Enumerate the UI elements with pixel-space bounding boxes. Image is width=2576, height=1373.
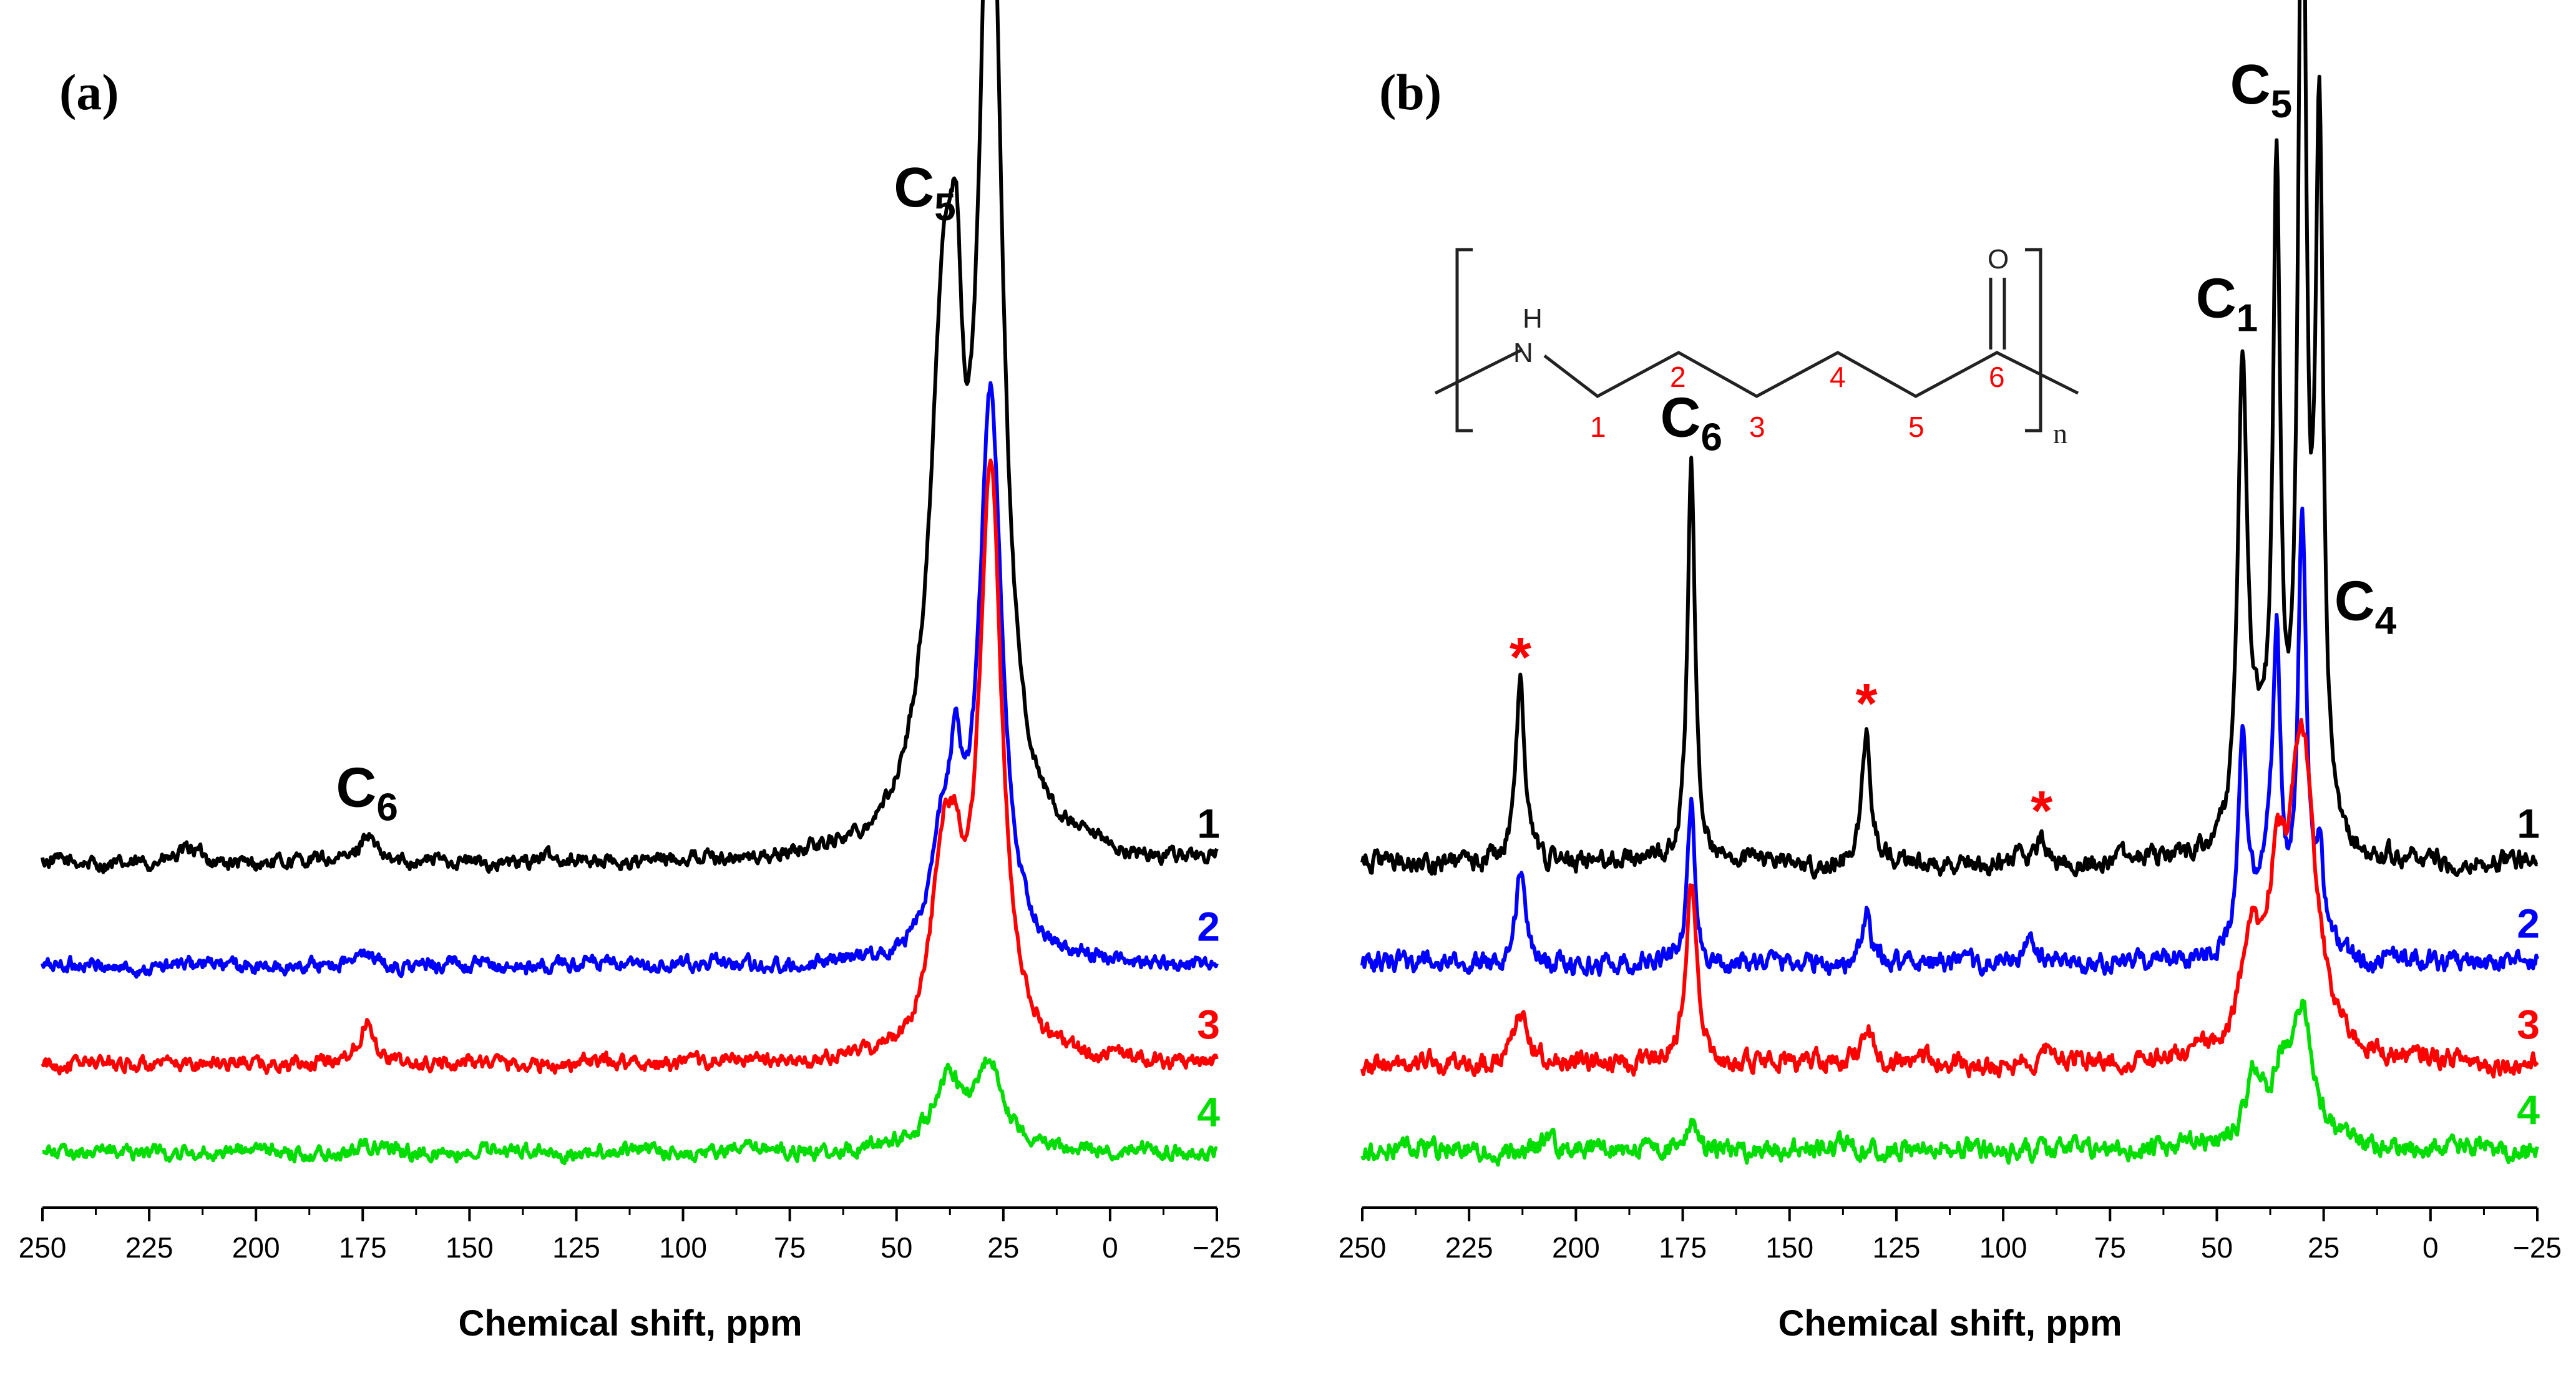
- x-tick-label: 0: [2422, 1231, 2439, 1264]
- x-tick-label: 50: [881, 1231, 912, 1264]
- carbon-number-4: 4: [1830, 361, 1846, 393]
- carbon-chain-bonds: [1543, 351, 2079, 398]
- sideband-marker: *: [1510, 627, 1531, 689]
- series-label-3: 3: [2517, 1001, 2540, 1047]
- sideband-marker: *: [1855, 673, 1877, 735]
- series-label-4: 4: [2517, 1087, 2540, 1133]
- x-tick-label: 25: [2308, 1231, 2339, 1264]
- peak-label-c5: C5: [894, 157, 955, 229]
- panel-a-spectra: [41, 0, 1219, 1166]
- atom-n: N: [1513, 338, 1533, 368]
- carbon-number-1: 1: [1590, 411, 1606, 443]
- x-tick-label: −25: [1193, 1231, 1241, 1264]
- panel-a-label: (a): [59, 64, 119, 120]
- peak-label-c5: C5: [2230, 54, 2292, 126]
- left-bracket: [1455, 248, 1473, 432]
- polyamide-repeat-unit-structure: H N O 1 2 3 4 5 6 n: [1434, 244, 2079, 449]
- panel-b-x-axis-title: Chemical shift, ppm: [1778, 1303, 2122, 1344]
- atom-o: O: [1988, 244, 2009, 275]
- repeat-subscript-n: n: [2053, 418, 2067, 449]
- x-tick-label: 150: [1765, 1231, 1813, 1264]
- series-label-1: 1: [2517, 801, 2540, 847]
- x-tick-label: 175: [339, 1231, 387, 1264]
- panel-a-x-axis-title: Chemical shift, ppm: [458, 1303, 802, 1344]
- carbon-number-3: 3: [1749, 411, 1765, 443]
- spectrum-line-2: [1360, 506, 2539, 977]
- x-tick-label: −25: [2513, 1231, 2562, 1264]
- spectrum-line-4: [1360, 999, 2539, 1167]
- atom-h: H: [1523, 303, 1543, 334]
- x-tick-label: 250: [19, 1231, 67, 1264]
- panel-a-series-labels: 1 2 3 4: [1197, 801, 1220, 1135]
- spectrum-line-3: [1360, 718, 2539, 1079]
- panel-b-series-labels: 1 2 3 4: [2517, 801, 2540, 1133]
- x-tick-label: 100: [1979, 1231, 2027, 1264]
- carbon-number-5: 5: [1908, 411, 1925, 443]
- panel-b-spectra: [1360, 0, 2539, 1167]
- spectrum-line-1: [1360, 0, 2539, 880]
- peak-label-c4: C4: [2334, 570, 2397, 643]
- panel-a: (a) 250 225 200 175 150 125 100 75 50 25 0 −25 Chem…: [19, 0, 1241, 1344]
- x-tick-label: 50: [2201, 1231, 2233, 1264]
- series-label-1: 1: [1197, 801, 1220, 847]
- panel-b-peak-labels: C6C1C5C2,3C4: [1660, 54, 2397, 643]
- x-tick-label: 225: [1445, 1231, 1493, 1264]
- x-tick-label: 0: [1102, 1231, 1118, 1264]
- spectrum-line-2: [41, 381, 1219, 979]
- series-label-2: 2: [1197, 904, 1220, 950]
- x-tick-label: 75: [774, 1231, 806, 1264]
- panel-b-label: (b): [1379, 64, 1442, 120]
- peak-label-c1: C1: [2196, 267, 2258, 340]
- panel-b-sideband-markers: * * *: [1510, 627, 2052, 843]
- carbon-number-6: 6: [1989, 361, 2005, 393]
- panel-b-x-axis: 250 225 200 175 150 125 100 75 50 25 0 −25: [1339, 1206, 2562, 1264]
- panel-a-x-axis: 250 225 200 175 150 125 100 75 50 25 0 −25: [19, 1206, 1241, 1264]
- peak-label-c6: C6: [1660, 386, 1722, 459]
- x-tick-label: 125: [552, 1231, 600, 1264]
- sideband-marker: *: [2031, 780, 2052, 843]
- panel-b: (b) 250 225 200 175 150 125 100 75 50 25 0 −25 Chem…: [1339, 0, 2562, 1344]
- spectrum-line-3: [41, 458, 1219, 1076]
- x-tick-label: 150: [446, 1231, 494, 1264]
- peak-label-c6: C6: [336, 757, 398, 829]
- x-tick-label: 125: [1873, 1231, 1921, 1264]
- carbon-number-2: 2: [1670, 361, 1686, 393]
- panel-a-peak-labels: C6C5C2,3: [336, 157, 955, 829]
- spectrum-line-4: [41, 1056, 1218, 1166]
- x-tick-label: 25: [987, 1231, 1019, 1264]
- x-tick-label: 200: [232, 1231, 280, 1264]
- bond-left-terminal: [1434, 348, 1524, 395]
- x-tick-label: 200: [1552, 1231, 1600, 1264]
- x-tick-label: 225: [125, 1231, 173, 1264]
- spectrum-line-1: [41, 0, 1219, 874]
- x-tick-label: 250: [1339, 1231, 1387, 1264]
- x-tick-label: 75: [2094, 1231, 2126, 1264]
- x-tick-label: 100: [659, 1231, 707, 1264]
- series-label-3: 3: [1197, 1001, 1220, 1047]
- right-bracket: [2025, 248, 2042, 432]
- series-label-2: 2: [2517, 901, 2540, 947]
- x-tick-label: 175: [1659, 1231, 1707, 1264]
- series-label-4: 4: [1197, 1089, 1220, 1135]
